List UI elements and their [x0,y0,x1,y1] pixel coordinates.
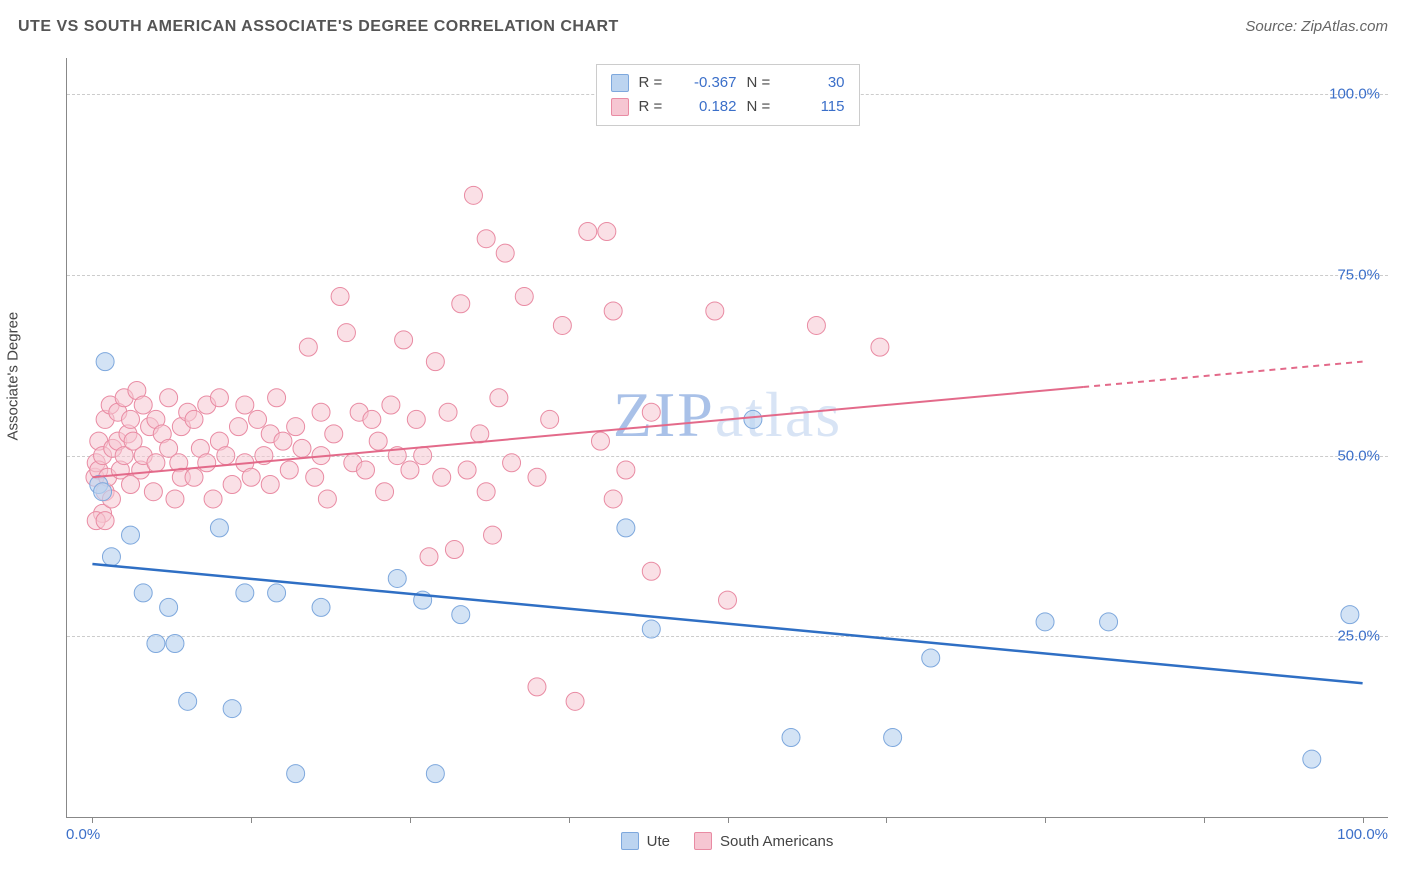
y-axis-title: Associate's Degree [5,312,22,441]
x-tick [886,817,887,823]
legend-row-ute: R = -0.367 N = 30 [611,71,845,95]
r-label: R = [639,71,671,95]
x-tick [1363,817,1364,823]
r-value-sa: 0.182 [681,95,737,119]
x-tick [728,817,729,823]
legend-item-sa: South Americans [694,832,833,850]
source-prefix: Source: [1245,18,1301,35]
n-label: N = [747,95,779,119]
x-tick [569,817,570,823]
x-tick [251,817,252,823]
legend-label-sa: South Americans [720,833,833,850]
x-tick [1204,817,1205,823]
source-attribution: Source: ZipAtlas.com [1245,18,1388,35]
legend-label-ute: Ute [647,833,670,850]
r-value-ute: -0.367 [681,71,737,95]
swatch-sa [694,832,712,850]
r-label: R = [639,95,671,119]
legend-row-sa: R = 0.182 N = 115 [611,95,845,119]
n-value-sa: 115 [789,95,845,119]
trend-lines-layer [67,58,1388,817]
trend-line-dashed [1083,362,1362,387]
chart-title: UTE VS SOUTH AMERICAN ASSOCIATE'S DEGREE… [18,18,619,36]
correlation-legend: R = -0.367 N = 30 R = 0.182 N = 115 [596,64,860,126]
n-value-ute: 30 [789,71,845,95]
swatch-ute [611,74,629,92]
legend-item-ute: Ute [621,832,670,850]
source-name: ZipAtlas.com [1301,18,1388,35]
plot-area: ZIPatlas R = -0.367 N = 30 R = 0.182 N =… [66,58,1388,818]
trend-line [92,564,1362,683]
swatch-sa [611,98,629,116]
x-tick [410,817,411,823]
n-label: N = [747,71,779,95]
x-tick [1045,817,1046,823]
x-tick [92,817,93,823]
trend-line [92,387,1083,477]
series-legend: Ute South Americans [66,832,1388,850]
swatch-ute [621,832,639,850]
